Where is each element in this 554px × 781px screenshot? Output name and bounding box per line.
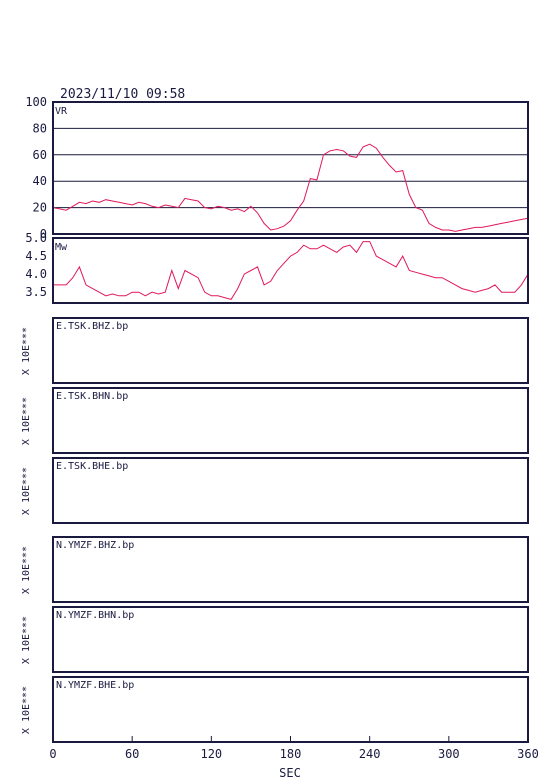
station-name-label: N.YMZF.BHZ.bp: [56, 540, 134, 551]
vr-y-tick-label: 60: [33, 148, 47, 162]
x-tick-label: 300: [438, 747, 460, 761]
vr-y-tick-labels: 0 20 40 60 80 100: [25, 95, 47, 241]
vr-panel: 0 20 40 60 80 100 VR: [25, 95, 529, 241]
station-name-label: N.YMZF.BHE.bp: [56, 680, 134, 691]
mw-y-tick-label: 5.0: [25, 231, 47, 245]
station-panel: N.YMZF.BHE.bp X 10E***: [21, 676, 529, 743]
x-tick-label: 240: [359, 747, 381, 761]
vr-y-tick-label: 0: [40, 227, 47, 241]
station-name-label: E.TSK.BHN.bp: [56, 391, 128, 402]
station-name-label: N.YMZF.BHN.bp: [56, 610, 134, 621]
station-panel-frame: [52, 457, 529, 524]
station-panel: N.YMZF.BHN.bp X 10E***: [21, 606, 529, 673]
station-scale-label: X 10E***: [21, 546, 32, 594]
vr-panel-label: VR: [55, 106, 68, 117]
mw-series-line: [53, 241, 529, 300]
station-panel-frame: [52, 606, 529, 673]
station-panel: E.TSK.BHZ.bp X 10E***: [21, 317, 529, 384]
mw-y-tick-label: 4.5: [25, 249, 47, 263]
station-panel-frame: [52, 536, 529, 603]
mw-panel-frame: [52, 237, 529, 304]
vr-gridlines: [53, 127, 528, 209]
vr-y-tick-label: 80: [33, 121, 47, 135]
vr-y-tick-label: 40: [33, 174, 47, 188]
waveform-panels: E.TSK.BHZ.bp X 10E*** E.TSK.BHN.bp X 10E***…: [21, 317, 529, 743]
station-panel: N.YMZF.BHZ.bp X 10E***: [21, 536, 529, 603]
x-tick-label: 360: [517, 747, 539, 761]
vr-y-tick-label: 20: [33, 201, 47, 215]
mw-panel: 3.5 4.0 4.5 5.0 Mw: [25, 231, 529, 304]
station-panel-frame: [52, 317, 529, 384]
station-scale-label: X 10E***: [21, 686, 32, 734]
x-tick-label: 120: [200, 747, 222, 761]
x-tick-label: 60: [125, 747, 139, 761]
station-scale-label: X 10E***: [21, 397, 32, 445]
x-axis: 0 60 120 180 240 300 360: [49, 736, 539, 761]
vr-y-tick-label: 100: [25, 95, 47, 109]
vr-series-line: [52, 143, 529, 232]
station-name-label: E.TSK.BHZ.bp: [56, 321, 128, 332]
mw-y-tick-label: 3.5: [25, 285, 47, 299]
vr-panel-frame: [52, 101, 529, 235]
station-scale-label: X 10E***: [21, 467, 32, 515]
x-axis-label: SEC: [279, 766, 301, 780]
station-panel: E.TSK.BHN.bp X 10E***: [21, 387, 529, 454]
station-panel: E.TSK.BHE.bp X 10E***: [21, 457, 529, 524]
mw-panel-label: Mw: [55, 242, 68, 253]
x-tick-label: 180: [280, 747, 302, 761]
station-panel-frame: [52, 387, 529, 454]
station-scale-label: X 10E***: [21, 616, 32, 664]
x-tick-label: 0: [49, 747, 56, 761]
station-scale-label: X 10E***: [21, 327, 32, 375]
timestamp-label: 2023/11/10 09:58: [60, 87, 185, 102]
mw-y-tick-label: 4.0: [25, 267, 47, 281]
station-name-label: E.TSK.BHE.bp: [56, 461, 128, 472]
mw-y-tick-labels: 3.5 4.0 4.5 5.0: [25, 231, 47, 299]
